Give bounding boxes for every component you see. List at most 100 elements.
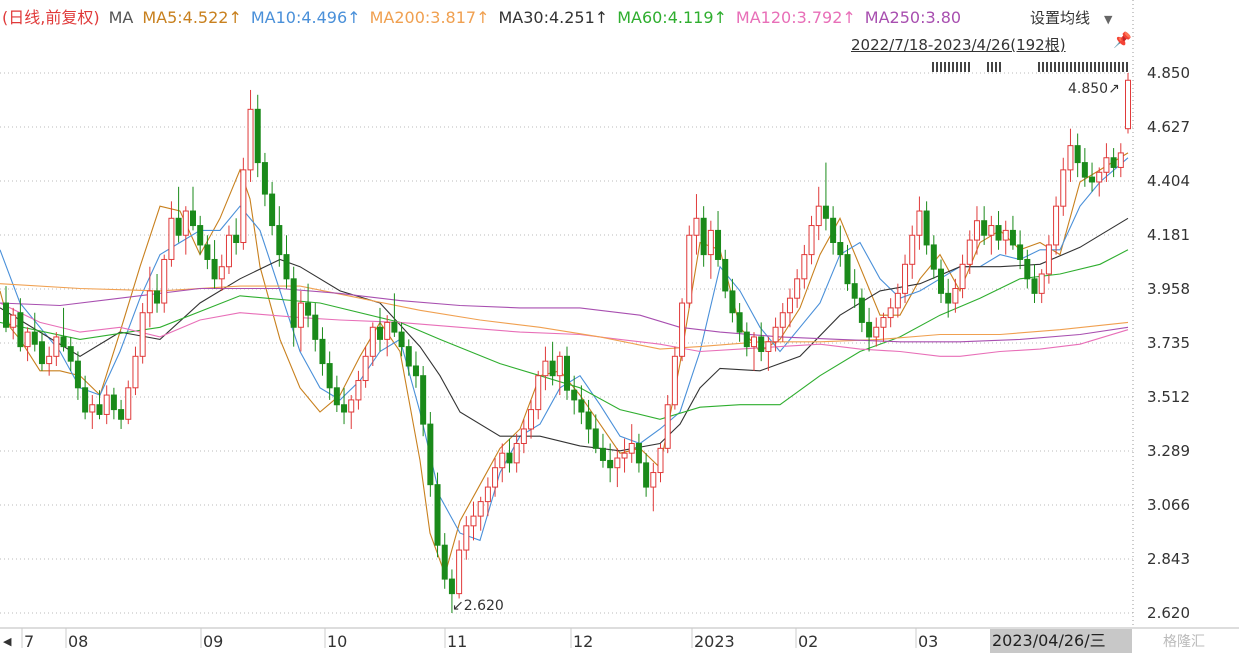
event-markers: [932, 62, 972, 72]
candle-body: [154, 290, 161, 304]
candle-body: [599, 447, 606, 461]
candle-body: [427, 423, 434, 486]
legend-ma30: MA30:4.251↑: [498, 8, 609, 27]
ma-line-ma5: [0, 152, 1129, 577]
watermark-logo: 格隆汇: [1163, 634, 1205, 650]
ma-line-ma60: [0, 249, 1129, 420]
candle-body: [17, 312, 24, 348]
candle-body: [635, 442, 642, 464]
candle-body: [556, 355, 563, 377]
candle-body: [995, 225, 1002, 241]
candle-body: [1031, 278, 1038, 294]
candle-body: [1081, 162, 1088, 178]
candle-body: [959, 263, 966, 290]
candle-body: [161, 258, 168, 304]
candle-body: [233, 234, 240, 244]
candle-body: [369, 326, 376, 357]
candle-body: [448, 578, 455, 595]
candle-body: [1110, 157, 1117, 168]
x-tick-label: 11: [447, 632, 467, 651]
candle-body: [765, 341, 772, 352]
candle-body: [549, 360, 556, 377]
candle-body: [499, 452, 506, 469]
legend-ma60: MA60:4.119↑: [617, 8, 727, 27]
settings-ma-button[interactable]: 设置均线 ▼: [1030, 7, 1112, 28]
candle-body: [1103, 157, 1110, 173]
candle-body: [355, 380, 362, 401]
ma-line-ma30: [0, 217, 1129, 452]
candle-body: [377, 326, 383, 340]
legend-ma5: MA5:4.522↑: [142, 8, 242, 27]
candle-body: [261, 162, 268, 195]
candle-body: [981, 220, 988, 236]
candle-body: [333, 387, 340, 406]
candle-body: [269, 193, 276, 227]
candle-body: [801, 254, 808, 280]
candle-body: [182, 210, 189, 236]
candle-body: [197, 225, 204, 246]
candle-body: [657, 447, 664, 474]
x-tick-label: 10: [327, 632, 347, 651]
ma-line-ma250: [0, 287, 1129, 343]
candle-body: [822, 205, 829, 219]
candle-body: [945, 292, 952, 304]
candle-body: [441, 544, 448, 580]
candle-body: [46, 355, 53, 365]
candle-body: [132, 355, 139, 389]
candle-body: [254, 108, 261, 164]
candle-body: [384, 321, 391, 340]
candle-body: [1074, 145, 1081, 164]
candle-body: [420, 375, 427, 425]
event-markers: [1038, 62, 1130, 72]
candle-body: [146, 290, 153, 314]
candle-body: [1024, 258, 1031, 280]
candle-body: [1060, 169, 1067, 207]
pin-icon[interactable]: 📌: [1113, 31, 1132, 49]
candle-body: [679, 302, 686, 357]
legend-ma120: MA120:3.792↑: [735, 8, 856, 27]
candle-body: [283, 254, 290, 280]
candle-body: [772, 326, 779, 343]
legend-ma10: MA10:4.496↑: [250, 8, 361, 27]
candle-body: [204, 244, 211, 260]
candle-body: [1002, 229, 1009, 241]
candle-body: [506, 452, 513, 464]
x-axis-labels: 7 08 09 10 11 12 2023 02 03 ◀: [3, 628, 938, 651]
legend-ma250: MA250:3.80: [864, 8, 962, 27]
candle-body: [74, 360, 81, 389]
x-tick-label: 12: [573, 632, 593, 651]
candle-body: [808, 225, 815, 256]
candle-body: [290, 278, 297, 328]
candle-body: [628, 442, 635, 454]
candle-body: [139, 312, 146, 357]
y-axis-labels: 4.850 4.627 4.404 4.181 3.958 3.735 3.512 3.289…: [1147, 64, 1190, 622]
candle-body: [700, 217, 707, 256]
candle-body: [53, 336, 60, 357]
candle-body: [470, 515, 477, 527]
scroll-left-icon: ◀: [3, 635, 12, 648]
candle-body: [398, 331, 405, 348]
y-tick-label: 2.843: [1147, 550, 1190, 568]
candle-body: [938, 268, 944, 294]
y-tick-label: 4.627: [1147, 118, 1190, 136]
candle-body: [614, 457, 621, 469]
candle-body: [815, 205, 822, 227]
event-markers: [987, 62, 1001, 72]
x-tick-label: 08: [68, 632, 88, 651]
y-tick-label: 2.620: [1147, 604, 1190, 622]
candle-body: [175, 217, 182, 236]
candle-body: [866, 321, 873, 338]
y-tick-label: 3.958: [1147, 280, 1190, 298]
candle-body: [830, 217, 837, 244]
candle-body: [38, 341, 45, 365]
candle-body: [794, 278, 801, 299]
candle-body: [31, 331, 38, 345]
candle-body: [297, 302, 304, 328]
candle-body: [520, 428, 527, 444]
candle-body: [909, 234, 916, 265]
candle-body: [67, 346, 74, 362]
candle-body: [923, 210, 930, 246]
candle-body: [671, 355, 678, 406]
candle-body: [894, 292, 901, 309]
